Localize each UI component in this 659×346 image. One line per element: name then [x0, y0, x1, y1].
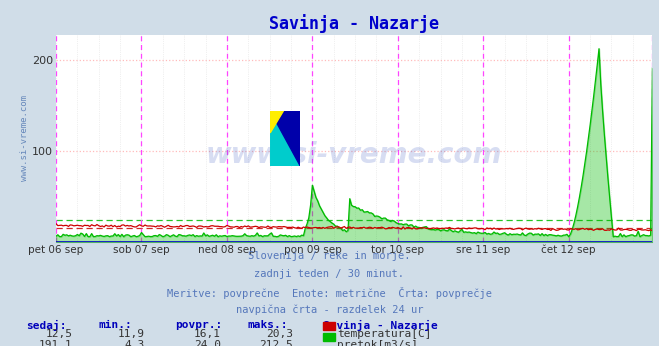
Text: 12,5: 12,5	[45, 329, 72, 339]
Text: povpr.:: povpr.:	[175, 320, 222, 330]
Text: 212,5: 212,5	[260, 340, 293, 346]
Title: Savinja - Nazarje: Savinja - Nazarje	[270, 14, 439, 33]
Text: www.si-vreme.com: www.si-vreme.com	[206, 141, 502, 169]
Text: Slovenija / reke in morje.: Slovenija / reke in morje.	[248, 251, 411, 261]
Text: 4,3: 4,3	[125, 340, 145, 346]
Polygon shape	[270, 111, 283, 133]
Polygon shape	[270, 111, 300, 166]
Y-axis label: www.si-vreme.com: www.si-vreme.com	[20, 95, 30, 181]
Polygon shape	[270, 111, 300, 166]
Text: 191,1: 191,1	[39, 340, 72, 346]
Text: sedaj:: sedaj:	[26, 320, 67, 331]
Text: pretok[m3/s]: pretok[m3/s]	[337, 340, 418, 346]
Text: navpična črta - razdelek 24 ur: navpična črta - razdelek 24 ur	[236, 305, 423, 315]
Text: Savinja - Nazarje: Savinja - Nazarje	[323, 320, 438, 331]
Text: Meritve: povprečne  Enote: metrične  Črta: povprečje: Meritve: povprečne Enote: metrične Črta:…	[167, 287, 492, 299]
Text: 20,3: 20,3	[266, 329, 293, 339]
Text: min.:: min.:	[99, 320, 132, 330]
Text: temperatura[C]: temperatura[C]	[337, 329, 432, 339]
Text: 24,0: 24,0	[194, 340, 221, 346]
Text: 16,1: 16,1	[194, 329, 221, 339]
Text: zadnji teden / 30 minut.: zadnji teden / 30 minut.	[254, 269, 405, 279]
Text: maks.:: maks.:	[247, 320, 287, 330]
Text: 11,9: 11,9	[118, 329, 145, 339]
